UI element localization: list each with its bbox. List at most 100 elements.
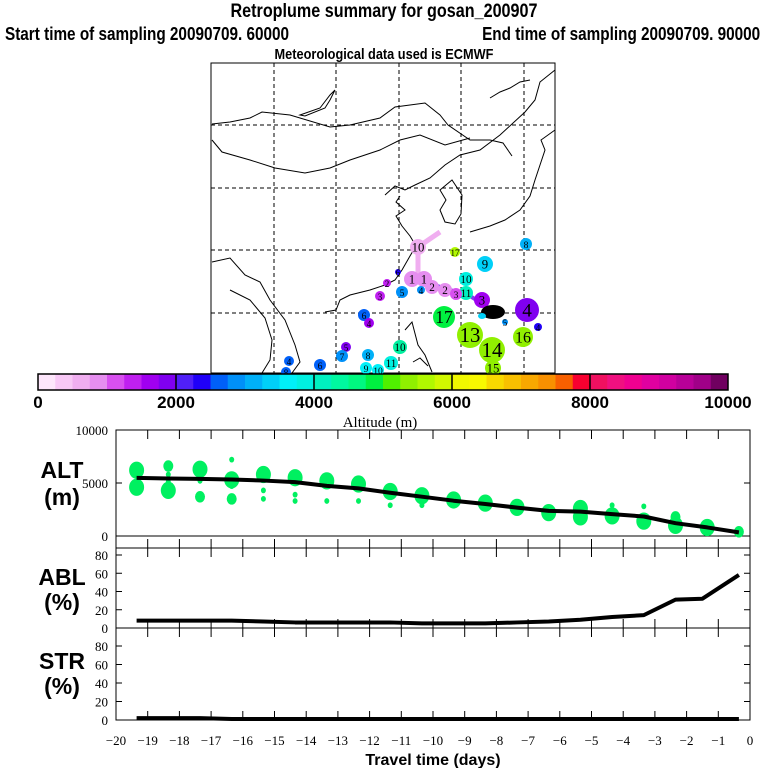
colorbar-swatch bbox=[538, 374, 556, 390]
map-marker bbox=[341, 342, 351, 352]
map-marker-label: 2 bbox=[442, 285, 448, 297]
colorbar-swatch bbox=[417, 374, 436, 390]
colorbar-swatch bbox=[176, 374, 194, 390]
alt-scatter-point bbox=[609, 502, 615, 509]
x-tick-label: −17 bbox=[201, 733, 222, 748]
colorbar-tick-label: 4000 bbox=[295, 393, 333, 412]
panel-ylabel-unit: (m) bbox=[44, 484, 80, 510]
x-tick-label: −16 bbox=[233, 733, 254, 748]
alt-scatter-point bbox=[324, 498, 330, 504]
panel-frame bbox=[115, 547, 751, 629]
map-marker bbox=[410, 239, 426, 255]
map-marker bbox=[383, 279, 391, 287]
map-marker bbox=[457, 322, 483, 348]
colorbar-swatch bbox=[710, 374, 729, 390]
map-marker bbox=[384, 356, 398, 370]
altitude-colorbar: 0 2000 4000 6000 8000 10000 Altitude (m) bbox=[33, 373, 752, 431]
map-marker-label: 8 bbox=[284, 368, 289, 378]
colorbar-swatch bbox=[641, 374, 660, 390]
y-tick-label: 0 bbox=[102, 621, 109, 636]
colorbar-swatch bbox=[193, 374, 211, 390]
map-marker-label: 15 bbox=[487, 361, 500, 375]
y-tick-label: 40 bbox=[95, 676, 108, 691]
x-tick-label: −4 bbox=[616, 733, 630, 748]
x-tick-label: −14 bbox=[296, 733, 317, 748]
colorbar-swatch bbox=[624, 374, 643, 390]
map-marker-label: 3 bbox=[378, 292, 383, 302]
x-tick-label: −20 bbox=[106, 733, 126, 748]
colorbar-tick-label: 8000 bbox=[571, 393, 609, 412]
panel-abl: 0 20 40 60 80 ABL(%) bbox=[38, 547, 751, 636]
y-tick-label: 0 bbox=[102, 529, 109, 544]
alt-scatter-point bbox=[160, 481, 176, 500]
colorbar-swatch bbox=[521, 374, 539, 390]
colorbar-title: Altitude (m) bbox=[343, 415, 418, 431]
panel-ylabel: ALT bbox=[40, 457, 83, 483]
x-tick-label: −8 bbox=[489, 733, 503, 748]
map-marker-label: 4 bbox=[367, 319, 372, 329]
colorbar-swatch bbox=[607, 374, 625, 390]
alt-scatter-point bbox=[165, 471, 171, 478]
map-gridlines bbox=[211, 63, 555, 373]
colorbar-swatch bbox=[348, 374, 367, 390]
colorbar-swatch bbox=[314, 374, 332, 390]
colorbar-swatch bbox=[158, 374, 177, 390]
map-marker bbox=[362, 349, 374, 361]
map-marker bbox=[502, 319, 508, 325]
map-marker bbox=[375, 291, 385, 301]
map-marker-label: 5 bbox=[503, 318, 508, 328]
panel-alt: 0 5000 10000 ALT(m) bbox=[40, 423, 751, 549]
map-marker bbox=[425, 280, 439, 294]
alt-scatter-point bbox=[292, 498, 298, 504]
map-marker-label: 8 bbox=[524, 240, 529, 251]
map-marker-label: 6 bbox=[396, 268, 401, 278]
alt-scatter-point bbox=[229, 456, 235, 463]
map-marker-label: 10 bbox=[394, 342, 406, 354]
colorbar-swatch bbox=[262, 374, 280, 390]
map-marker-label: 10 bbox=[373, 366, 383, 377]
colorbar-tick-label: 10000 bbox=[704, 393, 751, 412]
map-marker bbox=[358, 309, 370, 321]
map-marker bbox=[393, 340, 407, 354]
abl-line bbox=[136, 573, 740, 626]
x-tick-label: −12 bbox=[359, 733, 379, 748]
colorbar-swatch bbox=[141, 374, 160, 390]
map-marker-label: 9 bbox=[364, 364, 369, 375]
colorbar-tick-label: 0 bbox=[33, 393, 42, 412]
alt-scatter-point bbox=[229, 483, 235, 490]
colorbar-swatch bbox=[245, 374, 263, 390]
colorbar-swatch bbox=[279, 374, 298, 390]
y-tick-label: 80 bbox=[95, 548, 108, 563]
y-tick-label: 20 bbox=[95, 603, 108, 618]
map-marker-label: 1 bbox=[409, 272, 415, 286]
map-marker-label: 11 bbox=[461, 288, 472, 300]
map-marker-label: 10 bbox=[460, 274, 472, 286]
map-marker-label: 1 bbox=[421, 272, 427, 286]
map-marker-label: 17 bbox=[435, 307, 453, 327]
colorbar-swatch bbox=[107, 374, 125, 390]
chart-title: Retroplume summary for gosan_200907 bbox=[230, 1, 538, 22]
map-marker-label: 5 bbox=[400, 288, 405, 299]
map-marker bbox=[396, 286, 408, 298]
start-time: Start time of sampling 20090709. 60000 bbox=[5, 24, 290, 44]
map-marker-label: 4 bbox=[536, 323, 541, 333]
colorbar-swatch bbox=[400, 374, 418, 390]
y-tick-label: 5000 bbox=[82, 476, 108, 491]
map-marker-label: 3 bbox=[479, 293, 485, 307]
colorbar-swatch bbox=[383, 374, 401, 390]
map-marker bbox=[360, 362, 372, 374]
map-marker bbox=[438, 283, 452, 297]
alt-scatter-point bbox=[387, 502, 393, 509]
colorbar-swatch bbox=[469, 374, 487, 390]
colorbar-tick-label: 2000 bbox=[157, 393, 195, 412]
y-tick-label: 80 bbox=[95, 639, 108, 654]
map-marker-label: 4 bbox=[419, 286, 424, 296]
colorbar-swatch bbox=[503, 374, 522, 390]
y-tick-label: 40 bbox=[95, 585, 108, 600]
x-tick-label: −13 bbox=[328, 733, 348, 748]
colorbar-swatch bbox=[693, 374, 712, 390]
alt-scatter-point bbox=[226, 493, 237, 505]
